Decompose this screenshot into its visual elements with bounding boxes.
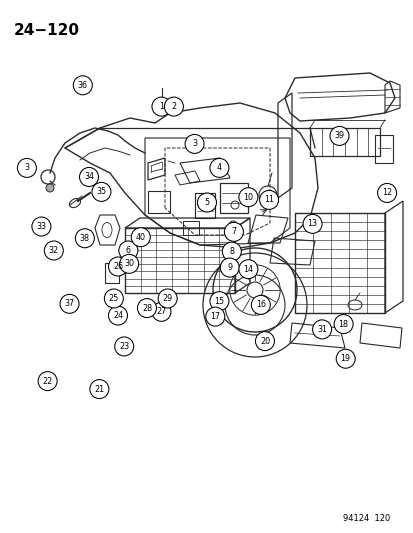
Circle shape [119, 241, 138, 260]
Text: 18: 18 [338, 320, 348, 328]
Circle shape [312, 320, 331, 339]
Text: 12: 12 [381, 189, 391, 197]
Text: 10: 10 [243, 193, 253, 201]
Text: 11: 11 [263, 196, 273, 204]
Text: 16: 16 [255, 301, 265, 309]
Circle shape [90, 379, 109, 399]
Text: 14: 14 [243, 265, 253, 273]
Text: 35: 35 [96, 188, 106, 196]
Circle shape [60, 294, 79, 313]
Bar [105, 263, 119, 283]
Text: 22: 22 [43, 377, 52, 385]
Text: 3: 3 [24, 164, 29, 172]
Circle shape [251, 295, 270, 314]
Circle shape [131, 228, 150, 247]
Bar [294, 213, 384, 313]
Circle shape [259, 190, 278, 209]
Circle shape [335, 349, 354, 368]
Circle shape [158, 289, 177, 308]
Text: 7: 7 [231, 228, 236, 236]
Bar [156, 101, 168, 108]
Text: 4: 4 [216, 164, 221, 172]
Text: 24: 24 [113, 311, 123, 320]
Bar [183, 221, 199, 235]
Circle shape [185, 134, 204, 154]
Circle shape [75, 229, 94, 248]
Circle shape [224, 222, 243, 241]
Text: 20: 20 [259, 337, 269, 345]
Bar [147, 191, 170, 213]
Text: 6: 6 [126, 246, 131, 255]
Text: 36: 36 [78, 81, 88, 90]
Circle shape [79, 167, 98, 187]
Circle shape [329, 126, 348, 146]
Circle shape [44, 241, 63, 260]
Circle shape [17, 158, 36, 177]
Circle shape [238, 188, 257, 207]
Text: 8: 8 [229, 247, 234, 256]
Text: 13: 13 [307, 220, 317, 228]
Text: 37: 37 [64, 300, 74, 308]
Text: 1: 1 [159, 102, 164, 111]
Circle shape [377, 183, 396, 203]
Circle shape [205, 307, 224, 326]
Circle shape [302, 214, 321, 233]
Circle shape [164, 97, 183, 116]
Text: 15: 15 [214, 297, 224, 305]
Circle shape [197, 193, 216, 212]
Circle shape [46, 184, 54, 192]
Text: 39: 39 [334, 132, 344, 140]
Bar [125, 228, 235, 293]
Text: 27: 27 [156, 308, 166, 316]
Text: 94124  120: 94124 120 [342, 514, 389, 523]
Text: 29: 29 [162, 294, 172, 303]
Circle shape [255, 332, 274, 351]
Text: 32: 32 [49, 246, 59, 255]
Text: 2: 2 [171, 102, 176, 111]
Text: 17: 17 [210, 312, 220, 321]
Circle shape [92, 182, 111, 201]
Text: 9: 9 [227, 263, 232, 272]
Circle shape [209, 158, 228, 177]
Text: 34: 34 [84, 173, 94, 181]
Circle shape [220, 258, 239, 277]
Text: 40: 40 [135, 233, 145, 241]
Text: 31: 31 [316, 325, 326, 334]
Circle shape [152, 302, 171, 321]
Text: 25: 25 [109, 294, 119, 303]
Circle shape [137, 298, 156, 318]
Text: 24−120: 24−120 [14, 23, 80, 38]
Circle shape [108, 306, 127, 325]
Text: 30: 30 [124, 260, 134, 268]
Circle shape [333, 314, 352, 334]
Text: 19: 19 [340, 354, 350, 363]
Circle shape [222, 242, 241, 261]
Text: 21: 21 [94, 385, 104, 393]
Text: 26: 26 [113, 262, 123, 271]
Text: 38: 38 [80, 234, 90, 243]
Text: 23: 23 [119, 342, 129, 351]
Text: 5: 5 [204, 198, 209, 207]
Circle shape [119, 254, 138, 273]
Bar [374, 135, 392, 163]
Circle shape [238, 260, 257, 279]
Circle shape [38, 372, 57, 391]
Circle shape [152, 97, 171, 116]
Text: 28: 28 [142, 304, 152, 312]
Circle shape [108, 257, 127, 276]
Circle shape [32, 217, 51, 236]
Text: 33: 33 [36, 222, 46, 231]
Circle shape [104, 289, 123, 308]
Circle shape [73, 76, 92, 95]
Bar [309, 128, 379, 156]
Circle shape [114, 337, 133, 356]
Text: 3: 3 [192, 140, 197, 148]
Circle shape [209, 292, 228, 311]
